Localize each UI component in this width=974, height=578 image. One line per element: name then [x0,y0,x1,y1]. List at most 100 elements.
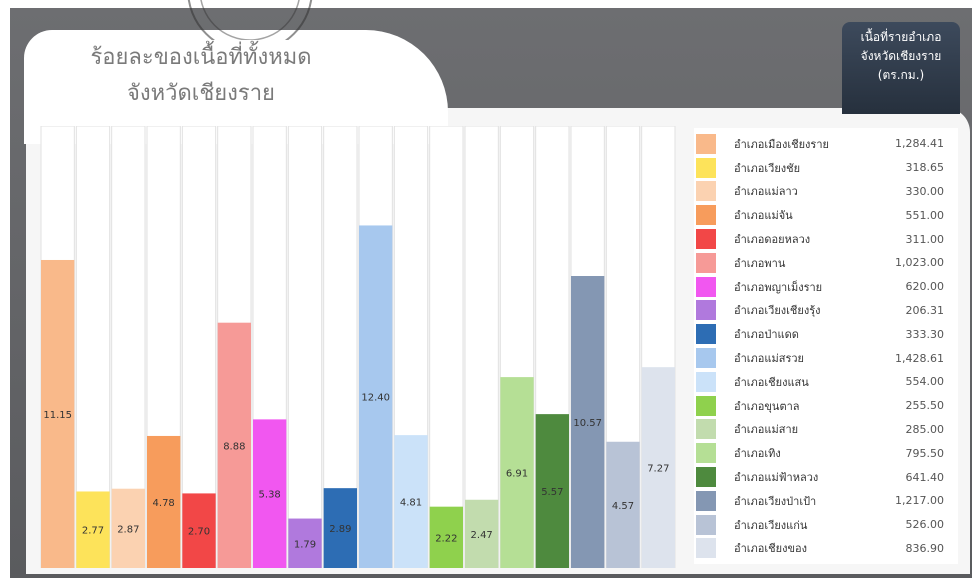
bar-value-label: 2.22 [435,533,457,544]
legend-area-value: 551.00 [905,208,945,222]
bar-value-label: 5.57 [541,487,563,498]
legend-item: อำเภอแม่ฟ้าหลวง 641.40 [694,465,958,489]
legend-swatch [696,419,716,440]
unit-box: เนื้อที่รายอำเภอ จังหวัดเชียงราย (ตร.กม.… [842,22,960,114]
bar-value-label: 2.87 [117,524,139,535]
legend-item: อำเภอแม่สรวย 1,428.61 [694,346,958,370]
bar [182,493,216,568]
legend-swatch [696,252,716,273]
legend-swatch [696,300,716,321]
bar [359,225,393,568]
legend-item: อำเภอเชียงของ 836.90 [694,537,958,561]
bar-value-label: 12.40 [361,393,390,404]
legend-area-value: 311.00 [905,232,945,246]
bar [641,367,675,568]
bar-column-bg [464,126,499,568]
legend-item: อำเภอเชียงแสน 554.00 [694,370,958,394]
legend-swatch [696,514,716,535]
legend-area-value: 620.00 [905,280,945,294]
legend-label: อำเภอแม่สรวย [734,352,804,366]
unit-line1: เนื้อที่รายอำเภอ [860,30,942,44]
legend-area-value: 255.50 [905,399,945,413]
legend-label: อำเภอเวียงชัย [734,161,801,175]
bar [465,499,499,568]
legend-swatch [696,324,716,345]
legend-label: อำเภอเทิง [734,447,781,461]
legend-item: อำเภอดอยหลวง 311.00 [694,227,958,251]
legend-item: อำเภอเวียงแก่น 526.00 [694,513,958,537]
bar [323,488,357,568]
chart-title-line2: จังหวัดเชียงราย [127,81,275,106]
bar-value-label: 4.78 [153,498,175,509]
legend-area-value: 836.90 [905,541,945,555]
bar [535,414,569,568]
bar [288,518,322,568]
legend-item: อำเภอพญาเม็งราย 620.00 [694,275,958,299]
legend-label: อำเภอเวียงเชียงรุ้ง [734,304,821,318]
legend-area-value: 526.00 [905,518,945,532]
bar-column-bg [287,126,323,568]
unit-line3: (ตร.กม.) [877,68,925,82]
legend-item: อำเภอขุนตาล 255.50 [694,394,958,418]
legend-label: อำเภอแม่จัน [734,209,793,223]
legend-label: อำเภอเชียงแสน [734,375,809,389]
legend-swatch [696,133,716,154]
bar-value-label: 2.89 [329,524,351,535]
legend-swatch [696,181,716,202]
bar-value-label: 2.47 [471,530,493,541]
legend-swatch [696,490,716,511]
legend-item: อำเภอเวียงชัย 318.65 [694,156,958,180]
legend-label: อำเภอเชียงของ [734,542,807,556]
legend-area-value: 330.00 [905,184,945,198]
chart-title-line1: ร้อยละของเนื้อที่ทั้งหมด [90,45,312,70]
unit-line2: จังหวัดเชียงราย [860,49,942,63]
title-panel [26,32,446,142]
legend-swatch [696,395,716,416]
bar-value-label: 4.57 [612,501,634,512]
legend-swatch [696,229,716,250]
bar-chart: 11.15 2.77 2.87 4.78 2.70 8.88 5.38 1.79 2.89 12.… [40,126,676,568]
bar [41,259,75,568]
legend-area-value: 333.30 [905,327,945,341]
bar [147,435,181,568]
legend-item: อำเภอแม่จัน 551.00 [694,203,958,227]
bar [253,419,287,568]
legend-area-value: 1,284.41 [895,137,944,151]
bar [429,506,463,568]
legend-area-value: 1,023.00 [895,256,944,270]
legend-swatch [696,205,716,226]
legend-label: อำเภอเมืองเชียงราย [734,137,829,151]
legend-label: อำเภอพญาเม็งราย [734,280,823,294]
legend-label: อำเภอแม่สาย [734,423,799,437]
legend-item: อำเภอพาน 1,023.00 [694,251,958,275]
chart-title: ร้อยละของเนื้อที่ทั้งหมด จังหวัดเชียงราย [26,40,376,112]
legend-item: อำเภอเวียงเชียงรุ้ง 206.31 [694,299,958,323]
legend-swatch [696,157,716,178]
legend-swatch [696,467,716,488]
legend-area-value: 206.31 [905,303,945,317]
bar-value-label: 4.81 [400,498,422,509]
bar [217,322,251,568]
legend-area-value: 641.40 [905,470,945,484]
legend-label: อำเภอดอยหลวง [734,233,811,247]
bar-column-bg [429,126,464,568]
bar-value-label: 7.27 [647,464,669,475]
legend-label: อำเภอเวียงป่าเป้า [734,494,817,508]
legend-area-value: 795.50 [905,446,945,460]
bar [394,435,428,568]
bar-value-label: 11.15 [43,410,72,421]
legend-item: อำเภอแม่สาย 285.00 [694,418,958,442]
legend-area-value: 318.65 [905,161,945,175]
bar-value-label: 6.91 [506,469,528,480]
bar-value-label: 5.38 [259,490,281,501]
bar-value-label: 2.77 [82,526,104,537]
bar [606,441,640,568]
legend-label: อำเภอเวียงแก่น [734,518,808,532]
legend-area-value: 285.00 [905,422,945,436]
legend-label: อำเภอพาน [734,256,786,270]
legend-item: อำเภอแม่ลาว 330.00 [694,180,958,204]
legend: อำเภอเมืองเชียงราย 1,284.41 อำเภอเวียงชัย 3… [694,128,958,564]
legend-label: อำเภอขุนตาล [734,399,800,413]
bar [571,276,605,568]
legend-label: อำเภอแม่ลาว [734,185,798,199]
